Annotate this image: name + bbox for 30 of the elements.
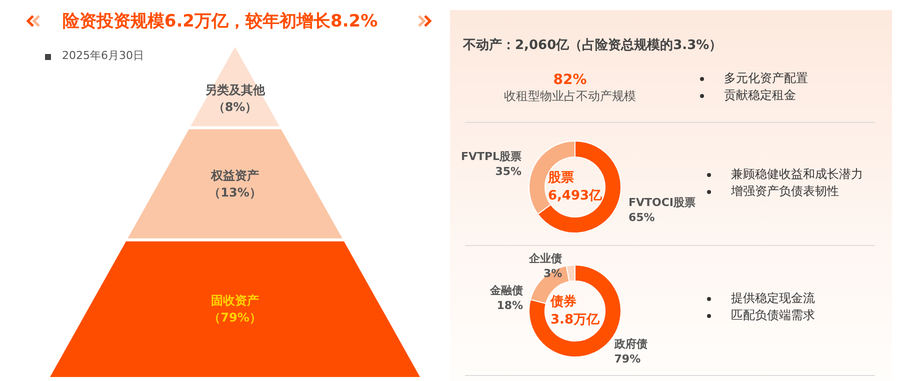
slice-label: FVTOCI股票 <box>628 196 696 210</box>
text: 不动产：2,060亿（占险资总规模的3.3%） <box>463 36 722 54</box>
text: 增强资产负债表韧性 <box>731 183 839 200</box>
data-label: 35% <box>495 164 522 178</box>
text: 2025年6月30日 <box>62 49 144 62</box>
category-label: 权益资产 <box>210 168 259 182</box>
category-label: 另类及其他 <box>205 83 266 98</box>
text: 股票 <box>546 170 574 186</box>
data-label: 18% <box>496 299 524 312</box>
slice-label: 政府债 <box>613 337 648 350</box>
text: 兼顾稳健收益和成长潜力 <box>731 166 863 183</box>
text: 匹配负债端需求 <box>731 307 815 324</box>
data-label: （13%） <box>208 185 262 200</box>
category-label: 固收资产 <box>211 294 259 308</box>
slice-label: FVTPL股票 <box>460 150 522 163</box>
text: 债券 <box>549 294 576 310</box>
text: 多元化资产配置 <box>724 70 808 87</box>
text: 险资投资规模6.2万亿，较年初增长8.2% <box>62 12 378 32</box>
data-label: （79%） <box>208 310 262 325</box>
text: 收租型物业占不动产规模 <box>503 88 637 105</box>
data-label: 79% <box>614 352 641 366</box>
slice-label: 金融债 <box>489 284 524 297</box>
data-label: （8%） <box>212 100 258 114</box>
data-label: 65% <box>628 211 655 224</box>
slice-label: 企业债 <box>528 252 562 265</box>
text: 提供稳定现金流 <box>731 290 815 307</box>
text: 82% <box>552 72 588 88</box>
text: 贡献稳定租金 <box>724 87 796 104</box>
text: 3.8万亿 <box>550 312 601 328</box>
text: 6,493亿 <box>548 188 604 204</box>
